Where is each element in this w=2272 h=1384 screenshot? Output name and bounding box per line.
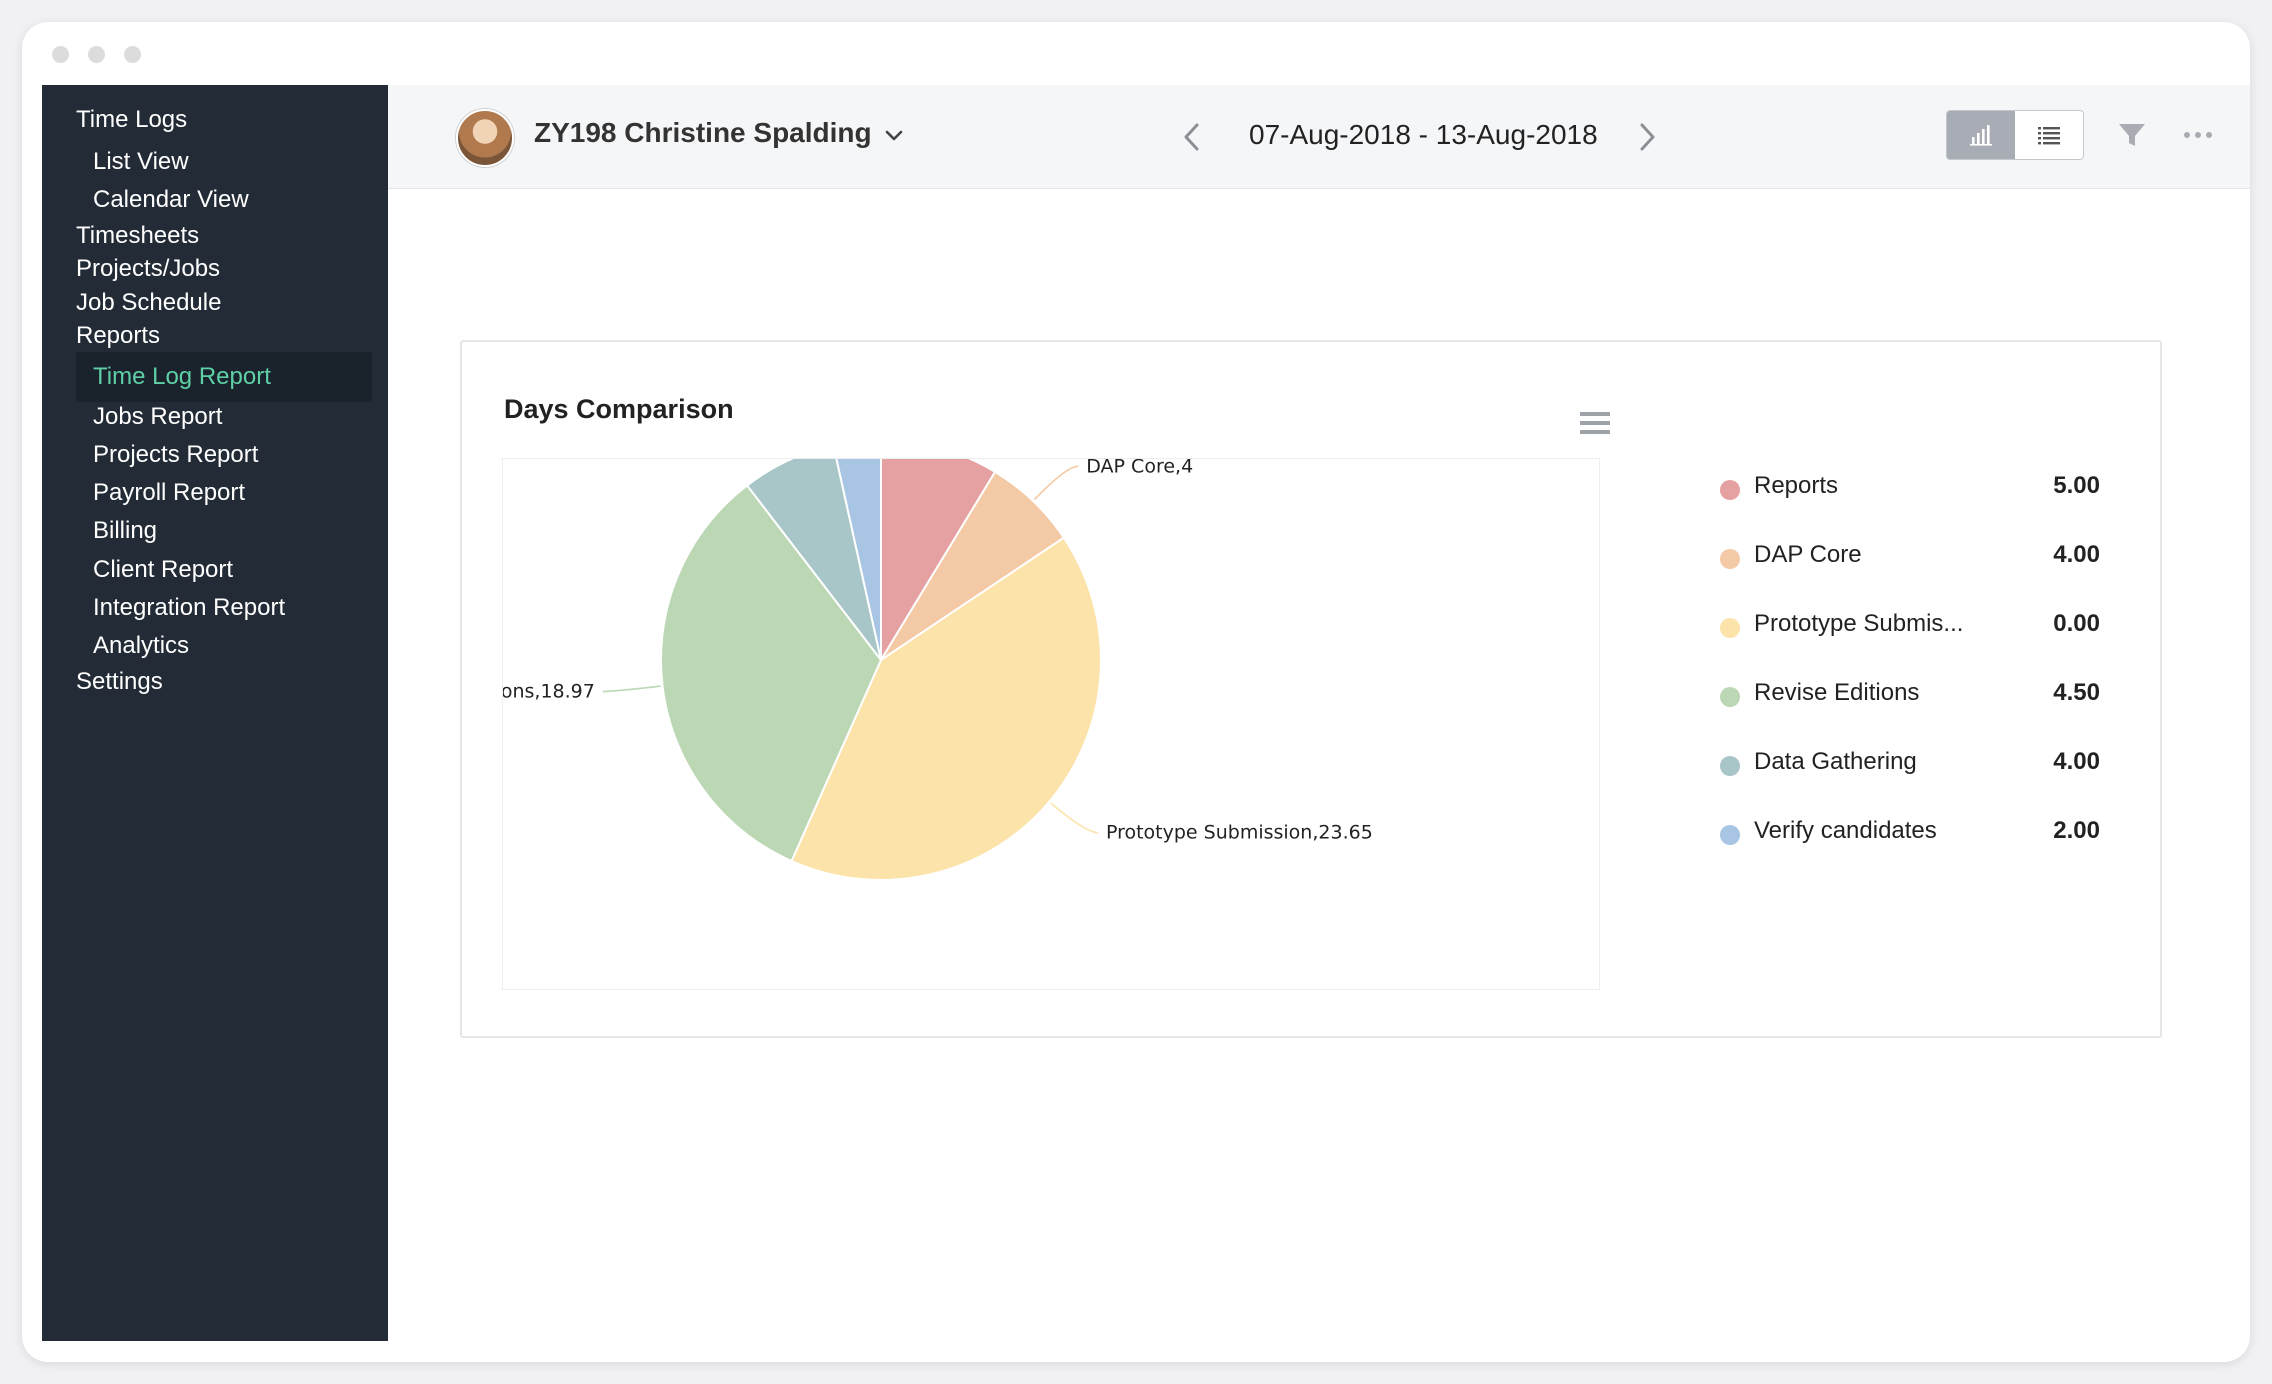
legend-item-verify-candidates[interactable]: Verify candidates 2.00 bbox=[1720, 813, 2100, 853]
chevron-right-icon[interactable] bbox=[1633, 121, 1661, 153]
sidebar-item-timesheets[interactable]: Timesheets bbox=[76, 222, 200, 249]
minimize-window-button[interactable] bbox=[88, 46, 105, 63]
date-range-label: 07-Aug-2018 - 13-Aug-2018 bbox=[1249, 119, 1598, 150]
sidebar-item-calendar-view[interactable]: Calendar View bbox=[93, 186, 249, 213]
hamburger-menu-icon[interactable] bbox=[1580, 410, 1610, 436]
legend-label: Data Gathering bbox=[1754, 748, 1917, 775]
sidebar-item-client-report[interactable]: Client Report bbox=[93, 556, 234, 583]
chart-view-button[interactable] bbox=[1947, 111, 2015, 159]
list-view-button[interactable] bbox=[2015, 111, 2083, 159]
sidebar-item-projects-report[interactable]: Projects Report bbox=[93, 441, 259, 468]
filter-icon[interactable] bbox=[2116, 119, 2148, 151]
chart-title: Days Comparison bbox=[504, 394, 734, 424]
legend-dot-icon bbox=[1720, 825, 1740, 845]
pie-slice-reports[interactable] bbox=[880, 459, 997, 664]
avatar[interactable] bbox=[456, 109, 514, 167]
legend-value: 2.00 bbox=[2053, 817, 2100, 844]
sidebar-item-list-view[interactable]: List View bbox=[93, 148, 189, 175]
data-label-dap-core: DAP Core,4 bbox=[1086, 459, 1193, 477]
pie-slice-verify-candidates[interactable] bbox=[833, 459, 882, 661]
legend-item-revise-editions[interactable]: Revise Editions 4.50 bbox=[1720, 675, 2100, 715]
sidebar-item-integration-report[interactable]: Integration Report bbox=[93, 594, 286, 621]
legend-label: Verify candidates bbox=[1754, 817, 1937, 844]
legend-dot-icon bbox=[1720, 480, 1740, 500]
close-window-button[interactable] bbox=[52, 46, 69, 63]
more-options-icon[interactable] bbox=[2180, 119, 2216, 151]
sidebar-item-jobs-report[interactable]: Jobs Report bbox=[93, 403, 223, 430]
data-label-connector bbox=[1033, 465, 1079, 501]
user-selector[interactable]: ZY198 Christine Spalding bbox=[534, 117, 872, 148]
pie-slice-revise-editions[interactable] bbox=[660, 484, 883, 863]
legend-value: 4.00 bbox=[2053, 541, 2100, 568]
sidebar-item-settings[interactable]: Settings bbox=[76, 668, 163, 695]
legend-item-prototype-submis[interactable]: Prototype Submis... 0.00 bbox=[1720, 606, 2100, 646]
legend-item-reports[interactable]: Reports 5.00 bbox=[1720, 468, 2100, 508]
legend-dot-icon bbox=[1720, 756, 1740, 776]
legend-dot-icon bbox=[1720, 618, 1740, 638]
sidebar-item-time-logs[interactable]: Time Logs bbox=[76, 106, 188, 133]
legend-dot-icon bbox=[1720, 549, 1740, 569]
pie-slice-prototype-submission[interactable] bbox=[790, 536, 1102, 881]
legend-label: Prototype Submis... bbox=[1754, 610, 1964, 637]
sidebar: Time Logs List View Calendar View Timesh… bbox=[42, 85, 388, 1341]
window-controls bbox=[52, 46, 141, 63]
legend-value: 4.50 bbox=[2053, 679, 2100, 706]
legend-value: 0.00 bbox=[2053, 610, 2100, 637]
sidebar-item-job-schedule[interactable]: Job Schedule bbox=[76, 289, 222, 316]
legend-dot-icon bbox=[1720, 687, 1740, 707]
legend-value: 5.00 bbox=[2053, 472, 2100, 499]
maximize-window-button[interactable] bbox=[124, 46, 141, 63]
legend-item-data-gathering[interactable]: Data Gathering 4.00 bbox=[1720, 744, 2100, 784]
chevron-left-icon[interactable] bbox=[1178, 121, 1206, 153]
chevron-down-icon[interactable] bbox=[882, 123, 906, 147]
legend-label: Revise Editions bbox=[1754, 679, 1920, 706]
data-label-connector bbox=[1050, 802, 1099, 834]
sidebar-item-payroll-report[interactable]: Payroll Report bbox=[93, 479, 246, 506]
legend-item-dap-core[interactable]: DAP Core 4.00 bbox=[1720, 537, 2100, 577]
data-label-prototype-submission: Prototype Submission,23.65 bbox=[1106, 822, 1373, 844]
view-toggle bbox=[1946, 110, 2084, 160]
bar-chart-icon bbox=[1970, 125, 1992, 146]
days-comparison-card: Days Comparison Reports,5DAP Core,4Proto… bbox=[460, 340, 2162, 1038]
sidebar-item-time-log-report[interactable]: Time Log Report bbox=[76, 352, 372, 402]
legend-label: Reports bbox=[1754, 472, 1839, 499]
legend-label: DAP Core bbox=[1754, 541, 1862, 568]
sidebar-item-billing[interactable]: Billing bbox=[93, 517, 158, 544]
sidebar-item-projects-jobs[interactable]: Projects/Jobs bbox=[76, 255, 221, 282]
data-label-revise-editions: Revise Editions,18.97 bbox=[503, 680, 595, 702]
app-window: Time Logs List View Calendar View Timesh… bbox=[22, 22, 2250, 1362]
data-label-connector bbox=[602, 685, 661, 693]
sidebar-item-reports[interactable]: Reports bbox=[76, 322, 161, 349]
sidebar-item-analytics[interactable]: Analytics bbox=[93, 632, 190, 659]
header-bar: ZY198 Christine Spalding 07-Aug-2018 - 1… bbox=[388, 85, 2250, 189]
list-icon bbox=[2038, 127, 2060, 145]
legend-value: 4.00 bbox=[2053, 748, 2100, 775]
